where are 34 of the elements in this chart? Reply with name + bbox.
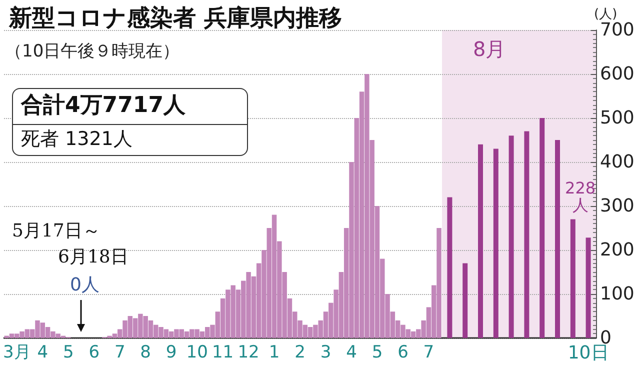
x-tick-label: 5 xyxy=(372,342,383,362)
annotation: 0人 xyxy=(70,274,100,296)
x-tick-label: 1 xyxy=(268,342,280,362)
y-tick-label: 300 xyxy=(600,196,634,216)
annotation: 5月17日～ xyxy=(12,220,100,242)
text: （10日午後９時現在） xyxy=(5,42,180,62)
y-tick-label: 400 xyxy=(600,152,634,172)
x-tick-label: 4 xyxy=(37,342,48,362)
x-tick-label: 7 xyxy=(114,342,126,362)
y-axis-title: (人) xyxy=(594,7,618,22)
x-tick-label: 6 xyxy=(398,342,408,362)
y-tick-label: 200 xyxy=(600,240,634,260)
text-box: 死者 1321人 xyxy=(12,124,248,156)
x-tick-label: 3月 xyxy=(2,342,31,362)
x-tick-label: 2 xyxy=(294,342,306,362)
y-tick-label: 600 xyxy=(600,64,634,84)
x-tick-label: 8 xyxy=(140,342,151,362)
chart-title: 8月 xyxy=(473,37,506,61)
y-tick-label: 700 xyxy=(600,20,634,40)
y-tick-label: 100 xyxy=(600,284,634,304)
text-box: 合計4万7717人 xyxy=(12,88,248,124)
x-tick-label: 7 xyxy=(423,342,434,362)
data-label: 228人 xyxy=(565,178,596,215)
x-tick-label: 9 xyxy=(166,342,177,362)
x-tick-label: 5 xyxy=(62,342,74,362)
x-tick-label: 3 xyxy=(320,342,332,362)
y-tick-label: 500 xyxy=(600,108,634,128)
x-tick-label: 11 xyxy=(212,342,234,362)
x-tick-label: 4 xyxy=(346,342,357,362)
x-tick-label: 6 xyxy=(88,342,100,362)
x-tick-label: 10 xyxy=(186,342,208,362)
chart-title: 新型コロナ感染者 兵庫県内推移 xyxy=(8,4,342,32)
x-tick-label: 12 xyxy=(238,342,260,362)
annotation: 6月18日 xyxy=(58,246,128,268)
